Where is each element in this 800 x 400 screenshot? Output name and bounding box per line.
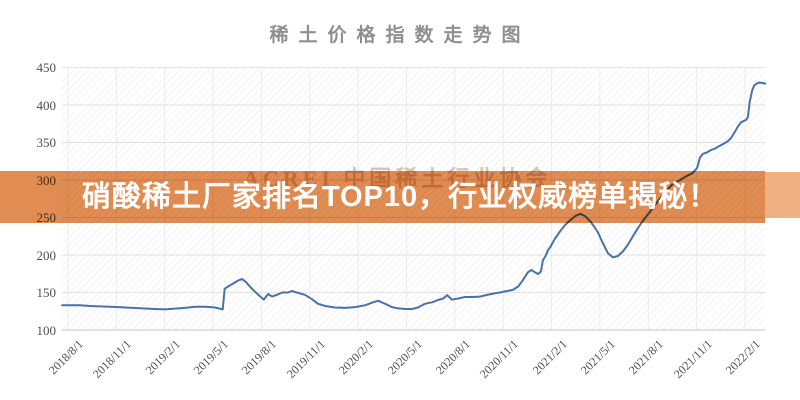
chart-title: 稀土价格指数走势图 — [269, 25, 531, 46]
banner-background — [0, 171, 765, 223]
y-tick-label: 200 — [36, 247, 57, 263]
y-tick-label: 100 — [36, 322, 57, 338]
y-tick-label: 350 — [36, 135, 57, 150]
y-tick-label: 150 — [36, 285, 57, 300]
y-tick-label: 450 — [36, 60, 57, 75]
banner-background-right — [765, 172, 800, 218]
price-line — [61, 81, 767, 311]
banner-headline: 硝酸稀土厂家排名TOP10，行业权威榜单揭秘！ — [81, 181, 719, 213]
y-tick-label: 400 — [36, 97, 57, 113]
